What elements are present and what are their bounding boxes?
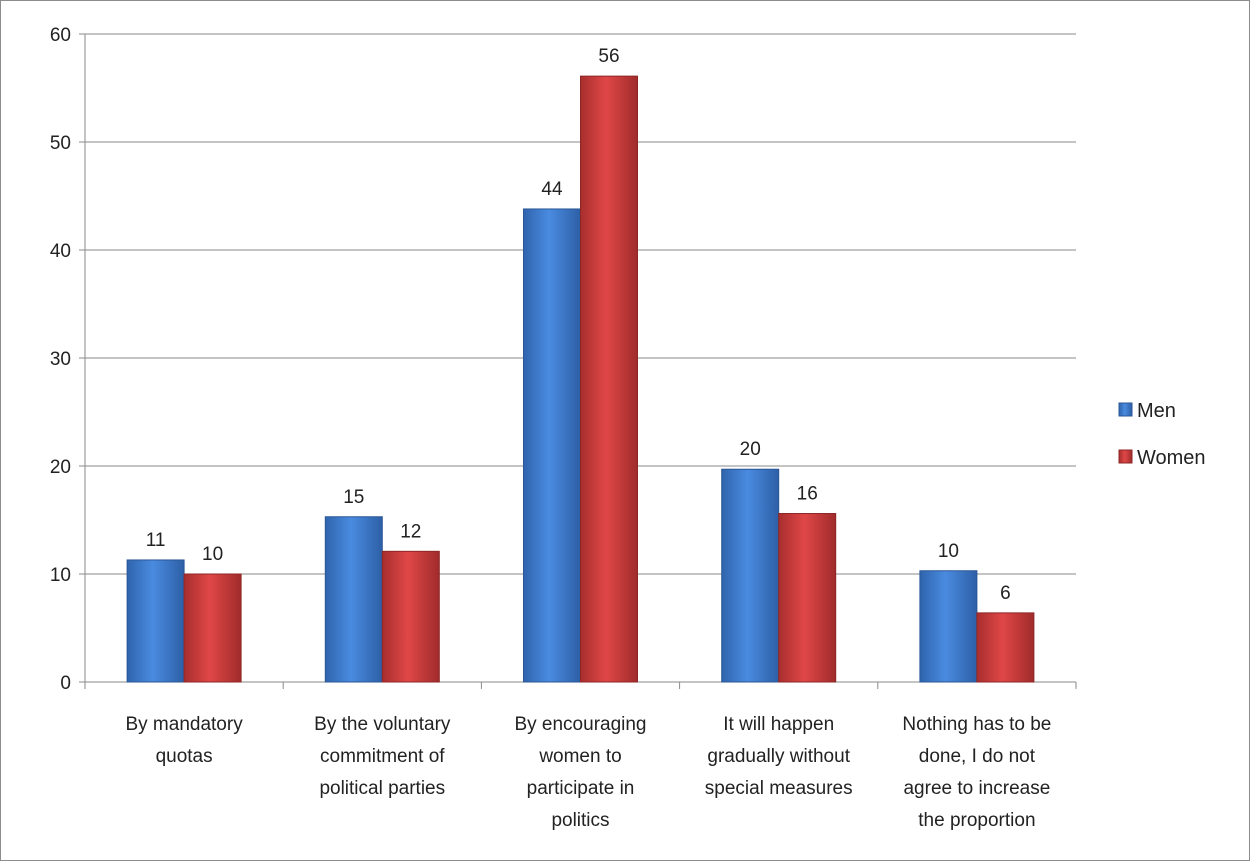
data-label-women-4: 6 [1000, 583, 1011, 604]
y-tick-label: 10 [50, 565, 71, 586]
data-label-men-0: 11 [146, 530, 166, 551]
data-label-women-3: 16 [797, 484, 818, 505]
category-label: the proportion [918, 810, 1035, 831]
bar-men-4 [919, 570, 978, 683]
bars [126, 75, 1035, 683]
category-label: Nothing has to be [902, 714, 1051, 735]
legend-swatch-women [1118, 449, 1133, 464]
data-labels: 11 10 15 12 44 56 20 16 10 6 [146, 46, 1011, 604]
y-tick-label: 50 [50, 133, 71, 154]
y-tick-label: 40 [50, 241, 71, 262]
y-tick-label: 30 [50, 349, 71, 370]
data-label-men-1: 15 [343, 487, 364, 508]
category-label: participate in [527, 778, 635, 799]
bar-women-0 [183, 573, 242, 683]
bar-men-0 [126, 559, 185, 683]
legend-label-men: Men [1137, 400, 1176, 422]
bar-women-2 [580, 75, 638, 683]
data-label-women-2: 56 [598, 46, 619, 67]
data-label-men-3: 20 [740, 439, 761, 460]
data-label-men-2: 44 [541, 179, 563, 200]
category-label: quotas [156, 746, 213, 767]
legend-label-women: Women [1137, 447, 1206, 469]
bar-women-1 [381, 550, 440, 683]
legend-swatch-men [1118, 402, 1133, 417]
category-label: politics [551, 810, 609, 831]
data-label-women-1: 12 [400, 521, 421, 542]
data-label-men-4: 10 [938, 541, 959, 562]
category-label: special measures [705, 778, 853, 799]
data-label-women-0: 10 [202, 544, 223, 565]
category-label: It will happen [723, 714, 834, 735]
y-tick-label: 60 [50, 25, 71, 46]
bar-men-3 [721, 468, 780, 683]
bar-women-3 [778, 513, 837, 683]
bar-men-1 [324, 516, 383, 683]
category-label: women to [538, 746, 621, 767]
bar-women-4 [976, 612, 1035, 683]
category-label: political parties [319, 778, 445, 799]
category-labels: By mandatory quotas By the voluntary commit… [125, 714, 1051, 831]
category-label: done, I do not [919, 746, 1036, 767]
legend: Men Women [1118, 400, 1206, 469]
bar-men-2 [523, 208, 581, 683]
category-label: By mandatory [125, 714, 243, 735]
category-label: agree to increase [903, 778, 1050, 799]
y-tick-label: 20 [50, 457, 71, 478]
y-tick-label: 0 [60, 673, 71, 694]
category-label: commitment of [320, 746, 445, 767]
category-label: By encouraging [514, 714, 646, 735]
category-label: gradually without [707, 746, 850, 767]
category-label: By the voluntary [314, 714, 451, 735]
